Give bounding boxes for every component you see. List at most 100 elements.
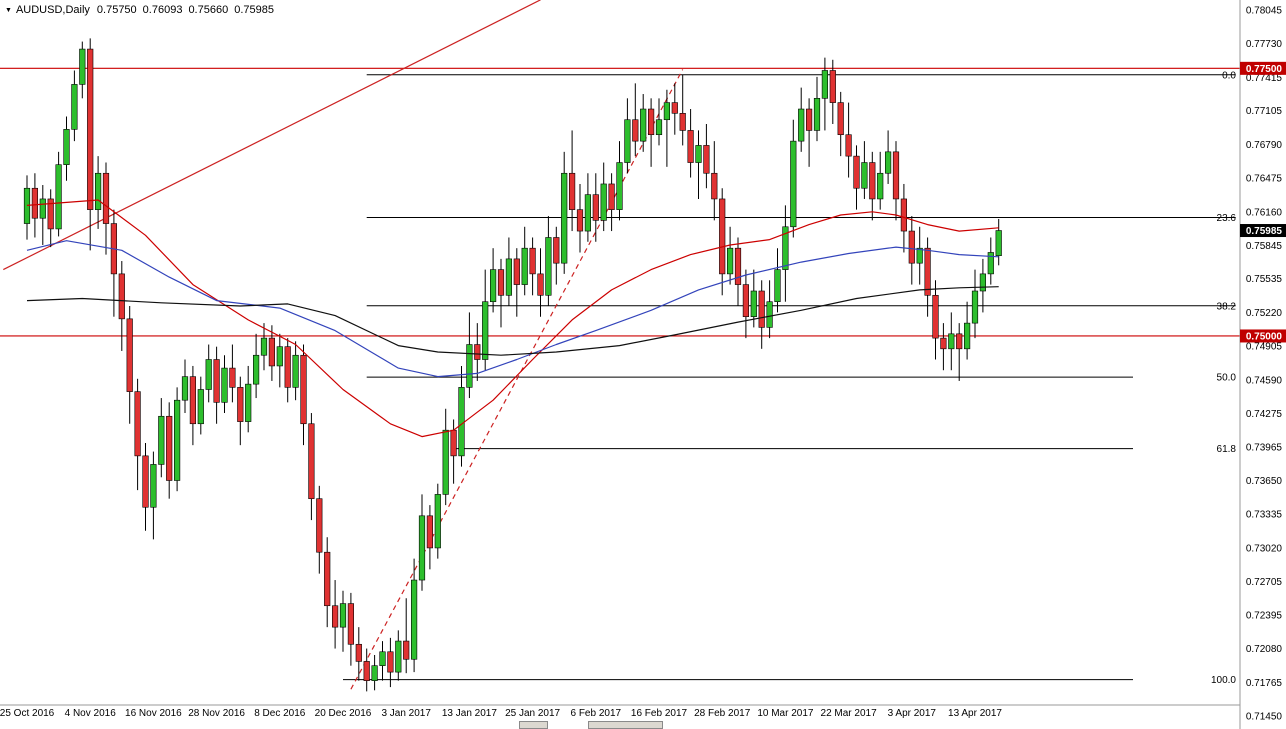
candle-up — [418, 515, 426, 581]
ma-slow-line — [26, 286, 999, 356]
candle-down — [387, 651, 394, 673]
candle-down — [758, 290, 765, 328]
candle-up — [877, 172, 884, 200]
candle-down — [308, 423, 315, 499]
candle-up — [624, 119, 631, 163]
price-axis-label: 0.75845 — [1246, 241, 1283, 252]
price-axis[interactable]: 0.78045 0.77730 0.77415 0.77105 0.76790 0.764… — [1246, 6, 1283, 723]
scrollbar-fragment-left[interactable] — [519, 721, 548, 729]
candle-down — [829, 70, 836, 103]
dropdown-triangle-icon[interactable]: ▼ — [5, 6, 12, 14]
scrollbar-fragment-right[interactable] — [588, 721, 663, 729]
candle-up — [963, 322, 971, 350]
open-value: 0.75750 — [96, 4, 137, 16]
close-value: 0.75985 — [234, 4, 274, 16]
candle-up — [655, 119, 663, 136]
candle-up — [442, 429, 449, 495]
date-axis-label: 3 Apr 2017 — [888, 708, 937, 719]
candle-up — [979, 273, 986, 292]
candle-up — [505, 258, 513, 296]
marked-price-text: 0.77500 — [1246, 64, 1283, 75]
candle-down — [537, 273, 544, 296]
candle-down — [687, 130, 694, 163]
price-axis-label: 0.75220 — [1246, 308, 1283, 319]
candle-down — [126, 318, 133, 392]
candle-up — [95, 172, 102, 210]
trendline-solid[interactable] — [3, 0, 541, 271]
candle-up — [884, 151, 892, 174]
candle-down — [568, 172, 576, 210]
candle-down — [229, 367, 236, 388]
candle-up — [379, 651, 386, 666]
candle-down — [908, 230, 915, 264]
price-axis-label: 0.73650 — [1246, 476, 1283, 487]
candle-down — [679, 113, 686, 131]
candle-down — [853, 155, 860, 189]
candle-down — [576, 209, 584, 232]
candle-down — [845, 134, 852, 157]
date-axis-label: 16 Feb 2017 — [631, 708, 688, 719]
date-axis-label: 4 Nov 2016 — [65, 708, 117, 719]
date-axis-label: 13 Jan 2017 — [442, 708, 497, 719]
candle-up — [276, 346, 283, 367]
candle-down — [553, 237, 560, 264]
candle-up — [260, 337, 268, 356]
candle-up — [23, 187, 31, 224]
price-axis-label: 0.74275 — [1246, 409, 1283, 420]
fibonacci-levels[interactable] — [343, 74, 1236, 681]
candle-down — [900, 198, 907, 232]
candle-down — [355, 643, 362, 662]
fib-label-100.0: 100.0 — [1211, 675, 1236, 686]
candle-up — [948, 333, 955, 350]
fib-label-23.6: 23.6 — [1217, 213, 1237, 224]
candle-up — [79, 48, 86, 85]
date-axis-label: 22 Mar 2017 — [821, 708, 878, 719]
candle-down — [529, 247, 536, 275]
candle-down — [837, 102, 844, 136]
candle-down — [403, 640, 410, 660]
candle-down — [284, 346, 291, 388]
plot-area[interactable] — [0, 0, 1240, 692]
candle-up — [640, 108, 647, 142]
candle-up — [561, 172, 568, 264]
date-axis-label: 13 Apr 2017 — [948, 708, 1002, 719]
candle-down — [268, 337, 276, 367]
ma-medium-line — [26, 240, 999, 378]
candle-down — [940, 337, 947, 350]
candle-down — [497, 269, 505, 296]
date-axis-label: 28 Feb 2017 — [694, 708, 751, 719]
candle-up — [916, 247, 923, 264]
candle-down — [213, 359, 220, 403]
candle-up — [410, 579, 418, 660]
price-axis-label: 0.76160 — [1246, 207, 1283, 218]
price-axis-label: 0.71450 — [1246, 712, 1283, 723]
candle-up — [987, 252, 994, 275]
candle-down — [711, 172, 718, 200]
fib-label-38.2: 38.2 — [1217, 301, 1237, 312]
candle-up — [466, 344, 473, 388]
candle-down — [703, 145, 710, 174]
candle-up — [158, 415, 165, 465]
candle-down — [956, 333, 963, 350]
marked-price-box: 0.75985 — [1240, 224, 1286, 238]
date-axis-label: 10 Mar 2017 — [757, 708, 814, 719]
marked-price-text: 0.75985 — [1246, 226, 1283, 237]
symbol-timeframe-label: AUDUSD,Daily — [15, 4, 90, 16]
marked-price-box: 0.77500 — [1240, 61, 1286, 75]
candle-up — [458, 387, 465, 457]
fib-label-61.8: 61.8 — [1217, 444, 1237, 455]
candle-down — [324, 551, 331, 607]
candle-up — [150, 464, 157, 508]
candle-down — [932, 294, 939, 339]
date-axis-label: 28 Nov 2016 — [188, 708, 245, 719]
low-value: 0.75660 — [188, 4, 229, 16]
chart-title: ▼ AUDUSD,Daily 0.75750 0.76093 0.75660 0… — [5, 4, 280, 16]
candles-layer — [23, 38, 1002, 692]
date-axis-label: 20 Dec 2016 — [315, 708, 372, 719]
candle-down — [671, 102, 678, 114]
date-axis-label: 3 Jan 2017 — [381, 708, 431, 719]
ma-fast-line — [26, 199, 999, 438]
date-axis[interactable]: 25 Oct 2016 4 Nov 2016 16 Nov 2016 28 Nov 2… — [0, 708, 1002, 719]
